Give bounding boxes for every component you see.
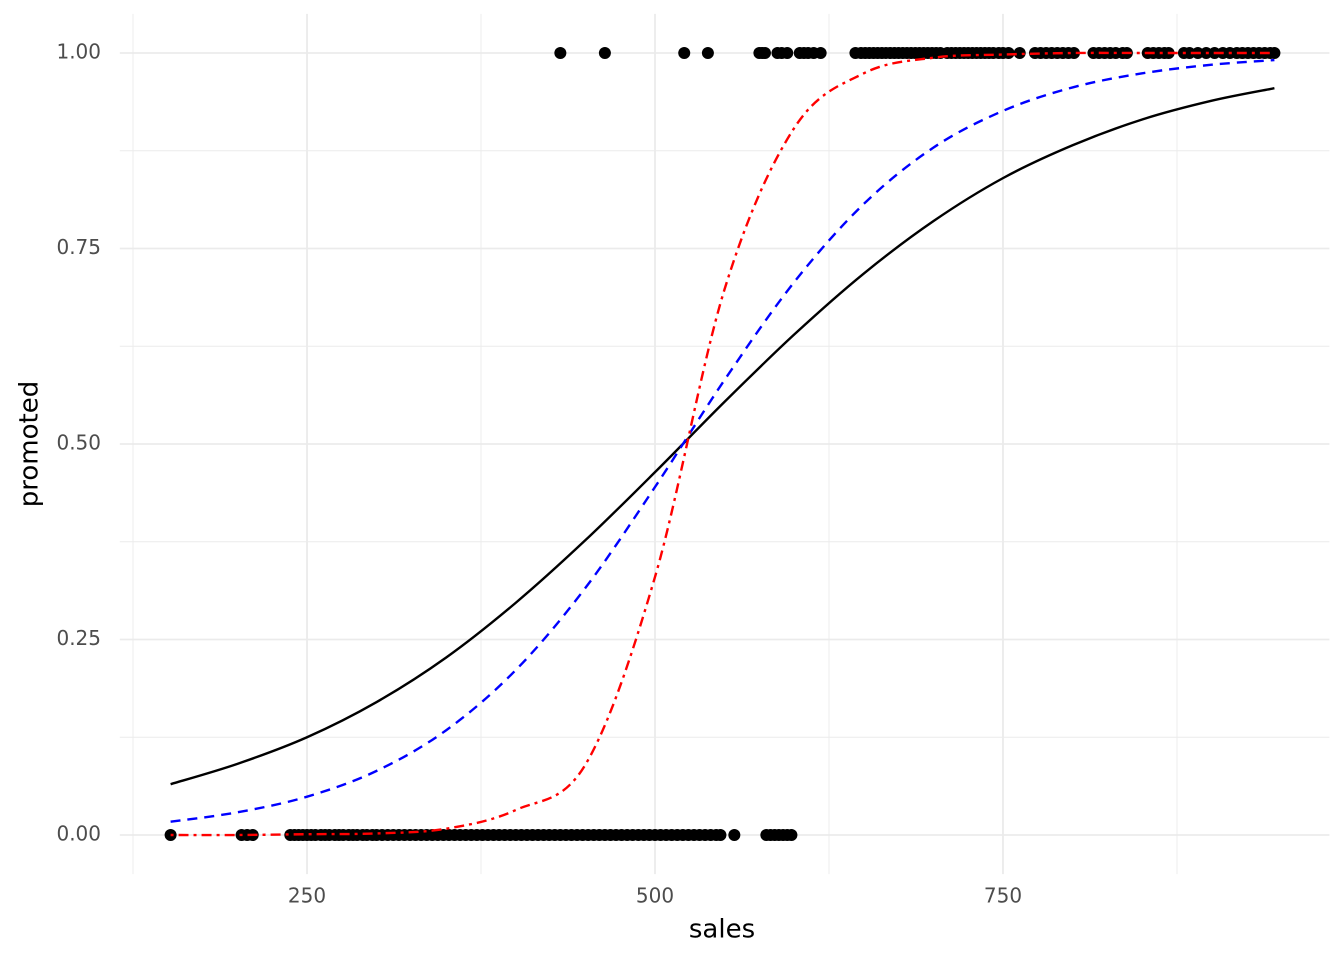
x-axis-title: sales (689, 915, 755, 945)
x-tick-label: 750 (984, 884, 1022, 908)
point (554, 47, 567, 59)
y-tick-label: 0.50 (56, 431, 101, 455)
y-axis-title: promoted (15, 381, 45, 507)
y-tick-label: 0.25 (56, 626, 101, 650)
y-tick-label: 0.00 (56, 822, 101, 846)
x-tick-label: 250 (288, 884, 326, 908)
point (728, 829, 741, 841)
curve (170, 87, 1275, 786)
point (1268, 47, 1281, 59)
y-tick-label: 1.00 (56, 40, 101, 64)
point (714, 829, 727, 841)
point (678, 47, 691, 59)
x-tick-label: 500 (636, 884, 674, 908)
point (1013, 47, 1026, 59)
point (701, 47, 714, 59)
curve (170, 51, 1275, 837)
point (1002, 47, 1015, 59)
y-tick-label: 0.75 (56, 235, 101, 259)
point (1183, 47, 1196, 59)
point (598, 47, 611, 59)
point (814, 47, 827, 59)
point (758, 47, 771, 59)
curve (170, 58, 1275, 823)
point (1067, 47, 1080, 59)
point (781, 47, 794, 59)
point (785, 829, 798, 841)
